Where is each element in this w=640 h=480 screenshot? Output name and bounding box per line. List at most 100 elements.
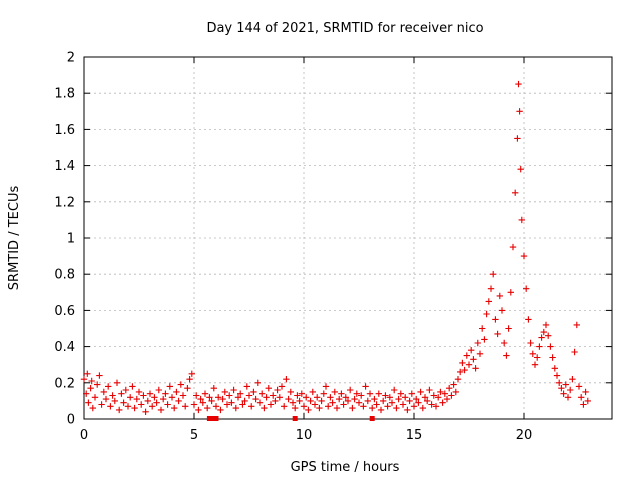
data-point [230,386,237,394]
data-point [197,395,204,403]
data-point [465,361,473,368]
data-point [105,383,112,390]
grid [84,57,612,419]
data-point [186,376,193,383]
data-point [507,289,514,296]
y-tick-label: 0.4 [54,340,75,355]
data-point [221,388,228,396]
data-point [254,379,261,386]
data-point [256,399,264,406]
data-point [226,392,233,399]
data-point [190,401,198,408]
data-point [179,392,187,399]
data-point [248,403,255,410]
data-point [534,354,541,361]
data-point [107,403,114,410]
data-point [157,406,165,414]
y-tick-label: 2 [67,51,75,66]
data-point [371,395,378,403]
near-zero-marker [292,416,298,421]
data-point [472,365,479,372]
data-point [265,385,272,392]
data-point [452,388,459,396]
data-point [505,325,512,332]
data-point [135,388,143,396]
data-point [424,397,431,405]
data-point [382,392,389,399]
data-point [166,383,173,390]
data-point [538,334,545,341]
data-point [512,189,519,196]
data-point [96,372,103,379]
data-point [573,321,580,329]
y-tick-label: 0.2 [54,376,75,391]
data-point [362,383,369,390]
data-point [259,390,266,397]
data-point [232,404,239,412]
data-point [448,392,455,399]
data-point [558,385,565,392]
data-point [303,394,310,401]
data-point [171,404,178,412]
data-point [283,376,290,383]
data-point [545,332,552,339]
data-point [245,392,253,399]
data-point [509,243,517,251]
data-point [347,386,354,394]
data-point [540,328,547,336]
data-point [243,383,250,390]
data-point [461,366,468,374]
data-point [443,395,451,403]
data-point [325,403,332,410]
data-point [333,404,341,412]
data-point [164,401,171,408]
data-point [435,394,442,401]
data-point [162,390,169,397]
data-point [309,388,316,396]
data-point [584,397,591,405]
data-point [116,406,123,414]
data-point [219,395,226,403]
data-point [140,392,147,399]
x-tick-label: 10 [296,428,313,443]
data-point [250,388,257,396]
data-point [388,399,396,406]
near-zero-marker [369,416,375,421]
data-point [237,390,244,397]
data-point [547,343,554,350]
data-point [102,395,110,403]
data-point [131,404,138,412]
data-point [168,394,176,401]
data-point [463,352,470,359]
x-axis-label: GPS time / hours [291,460,400,475]
data-point [138,401,145,408]
y-tick-label: 1.8 [54,87,75,102]
data-point [516,108,523,115]
data-point [239,401,246,408]
data-point [402,394,409,401]
y-tick-label: 1.2 [54,195,75,210]
data-point [377,406,385,414]
y-tick-label: 0.6 [54,304,75,319]
data-point [529,350,536,357]
data-point [536,343,543,350]
data-point [175,397,182,405]
data-point [281,403,288,410]
data-point [527,339,534,347]
data-point [562,381,569,388]
data-point [320,390,327,397]
data-point [151,394,158,401]
data-point [177,381,184,388]
data-point [278,383,286,390]
data-point [111,397,118,405]
data-point [270,392,277,399]
data-point [276,394,283,401]
data-point [355,399,363,406]
data-point [553,372,561,379]
data-point [336,395,343,403]
near-zero-marker [213,416,219,421]
data-point [292,404,299,412]
data-point [531,361,539,368]
data-point [468,347,475,354]
data-point [494,330,501,338]
